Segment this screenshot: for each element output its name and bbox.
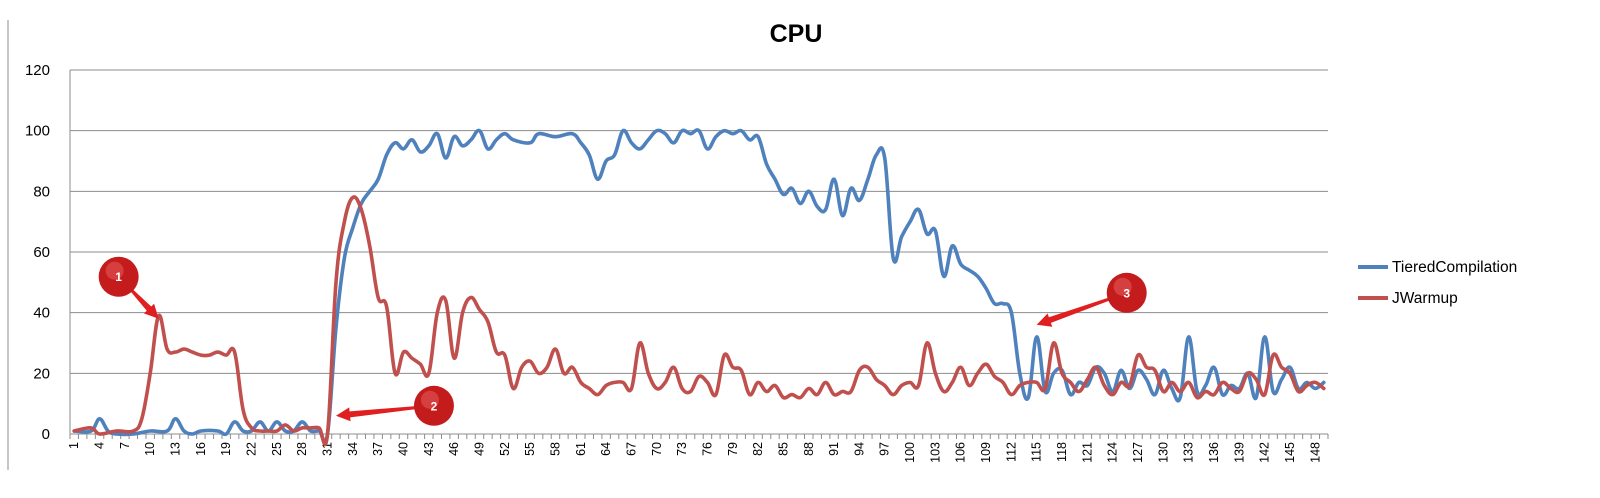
annotation-label-1: 1 xyxy=(115,270,122,284)
series-line-1 xyxy=(72,195,1326,447)
y-axis-ticks: 0 20 40 60 80 100 120 xyxy=(25,62,50,443)
legend-item-tiered: TieredCompilation xyxy=(1358,259,1517,276)
x-tick-label: 1 xyxy=(67,442,81,449)
x-tick-label: 52 xyxy=(498,442,512,456)
x-tick-label: 25 xyxy=(270,442,284,456)
annotation-badge-highlight xyxy=(105,261,124,280)
x-tick-label: 100 xyxy=(903,442,917,463)
x-tick-label: 10 xyxy=(143,442,157,456)
x-tick-label: 85 xyxy=(776,442,790,456)
x-tick-label: 88 xyxy=(802,442,816,456)
gridlines xyxy=(69,69,1328,435)
x-tick-label: 97 xyxy=(878,442,892,456)
annotation-3: 3 xyxy=(1036,272,1147,327)
x-tick-label: 112 xyxy=(1004,442,1018,462)
y-tick-label: 80 xyxy=(33,183,50,200)
x-tick-label: 127 xyxy=(1131,442,1145,463)
x-tick-label: 91 xyxy=(827,442,841,456)
x-tick-label: 79 xyxy=(726,442,740,456)
x-tick-label: 136 xyxy=(1207,442,1221,463)
annotation-arrow-1 xyxy=(130,288,159,319)
x-tick-label: 121 xyxy=(1080,442,1094,463)
annotation-label-3: 3 xyxy=(1123,286,1130,300)
x-tick-label: 103 xyxy=(928,442,942,463)
x-tick-label: 22 xyxy=(245,442,259,456)
x-tick-label: 61 xyxy=(574,442,588,456)
x-tick-label: 28 xyxy=(295,442,309,456)
x-tick-label: 4 xyxy=(93,442,107,449)
y-tick-label: 60 xyxy=(33,244,50,261)
x-tick-label: 73 xyxy=(675,442,689,456)
annotation-arrow-3 xyxy=(1036,297,1111,327)
legend-label-jwarmup: JWarmup xyxy=(1392,290,1458,307)
x-tick-label: 115 xyxy=(1030,442,1044,462)
x-tick-label: 76 xyxy=(700,442,714,456)
x-tick-label: 37 xyxy=(371,442,385,456)
x-tick-label: 67 xyxy=(624,442,638,456)
x-tick-label: 43 xyxy=(422,442,436,456)
x-tick-label: 109 xyxy=(979,442,993,463)
x-axis-ticks: 1 4 7 10 13 16 19 22 25 28 31 34 37 40 43 46 49 52 55 58 61 6… xyxy=(67,434,1329,463)
x-tick-label: 118 xyxy=(1055,442,1069,462)
annotation-label-2: 2 xyxy=(431,399,438,413)
annotation-1: 1 xyxy=(98,256,159,319)
y-tick-label: 100 xyxy=(25,123,50,140)
x-tick-label: 94 xyxy=(852,442,866,456)
y-tick-label: 0 xyxy=(42,426,50,443)
x-tick-label: 34 xyxy=(346,442,360,456)
y-tick-label: 20 xyxy=(33,365,50,382)
legend: TieredCompilation JWarmup xyxy=(1358,259,1517,307)
annotation-layer: 1 2 3 xyxy=(98,256,1147,426)
x-tick-label: 148 xyxy=(1308,442,1322,463)
x-tick-label: 70 xyxy=(650,442,664,456)
x-tick-label: 130 xyxy=(1156,442,1170,463)
x-tick-label: 19 xyxy=(219,442,233,456)
annotation-badge-highlight xyxy=(1113,277,1132,296)
annotation-badge-highlight xyxy=(420,390,439,409)
x-tick-label: 139 xyxy=(1232,442,1246,463)
x-tick-label: 145 xyxy=(1283,442,1297,463)
series-line-0 xyxy=(72,128,1326,444)
x-tick-label: 133 xyxy=(1182,442,1196,463)
annotation-arrow-2 xyxy=(336,406,417,422)
x-tick-label: 142 xyxy=(1258,442,1272,463)
annotation-2: 2 xyxy=(336,385,454,426)
x-tick-label: 58 xyxy=(548,442,562,456)
x-tick-label: 55 xyxy=(523,442,537,456)
legend-label-tiered: TieredCompilation xyxy=(1392,259,1517,276)
x-tick-label: 13 xyxy=(169,442,183,456)
x-tick-label: 49 xyxy=(472,442,486,456)
x-tick-label: 40 xyxy=(396,442,410,456)
x-tick-label: 7 xyxy=(118,442,132,449)
x-tick-label: 106 xyxy=(954,442,968,463)
chart-title: CPU xyxy=(770,20,823,48)
x-tick-label: 46 xyxy=(447,442,461,456)
x-tick-label: 64 xyxy=(599,442,613,456)
legend-item-jwarmup: JWarmup xyxy=(1358,290,1458,307)
x-tick-label: 124 xyxy=(1106,442,1120,463)
series-layer xyxy=(72,128,1326,447)
y-tick-label: 120 xyxy=(25,62,50,79)
x-tick-label: 82 xyxy=(751,442,765,456)
y-tick-label: 40 xyxy=(33,305,50,322)
x-tick-label: 16 xyxy=(194,442,208,456)
